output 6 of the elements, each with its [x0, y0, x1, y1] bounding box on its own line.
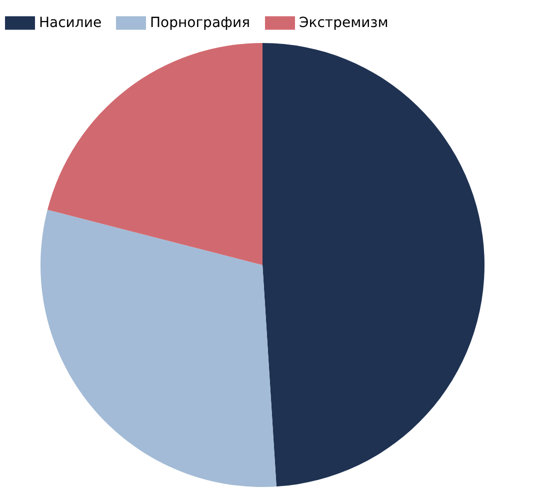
pie-slice: [262, 43, 484, 487]
legend-label: Порнография: [150, 15, 250, 31]
pie-slice: [47, 43, 262, 265]
legend-label: Насилие: [39, 15, 102, 31]
pie-slice: [40, 210, 276, 487]
legend-label: Экстремизм: [299, 15, 388, 31]
